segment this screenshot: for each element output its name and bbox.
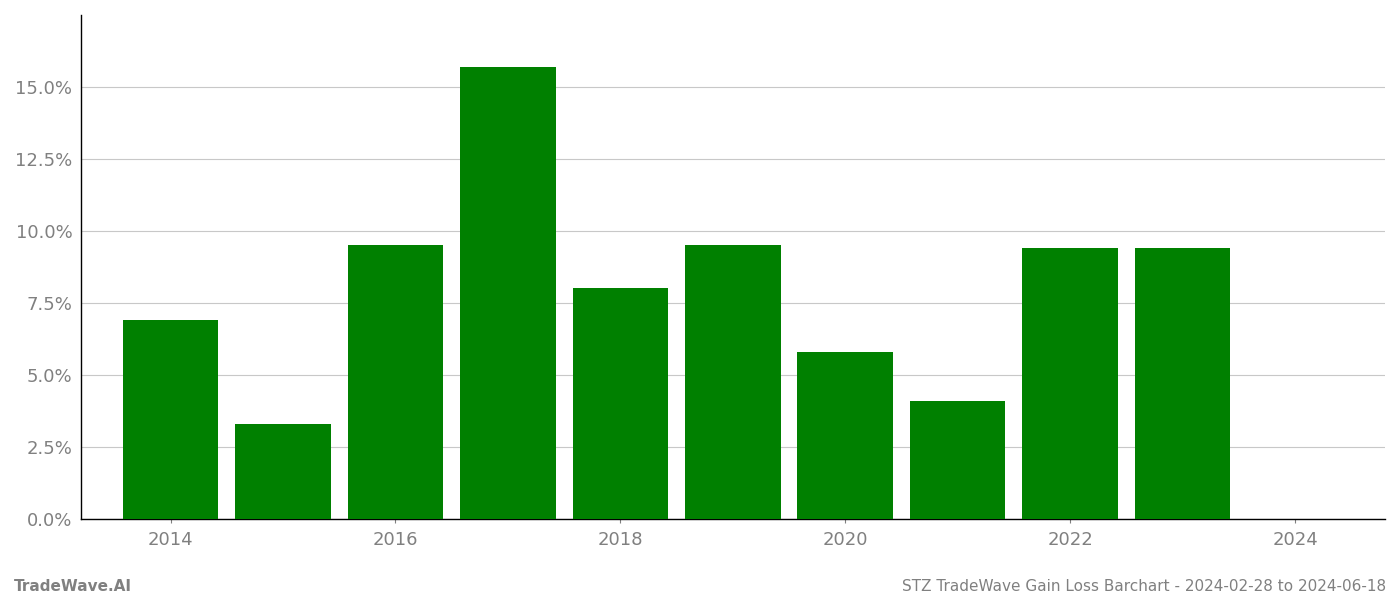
Bar bbox=[573, 289, 668, 518]
Bar bbox=[685, 245, 781, 518]
Text: STZ TradeWave Gain Loss Barchart - 2024-02-28 to 2024-06-18: STZ TradeWave Gain Loss Barchart - 2024-… bbox=[902, 579, 1386, 594]
Bar bbox=[235, 424, 330, 518]
Text: TradeWave.AI: TradeWave.AI bbox=[14, 579, 132, 594]
Bar bbox=[798, 352, 893, 518]
Bar bbox=[123, 320, 218, 518]
Bar bbox=[461, 67, 556, 518]
Bar bbox=[347, 245, 444, 518]
Bar bbox=[910, 401, 1005, 518]
Bar bbox=[1022, 248, 1119, 518]
Bar bbox=[1135, 248, 1231, 518]
